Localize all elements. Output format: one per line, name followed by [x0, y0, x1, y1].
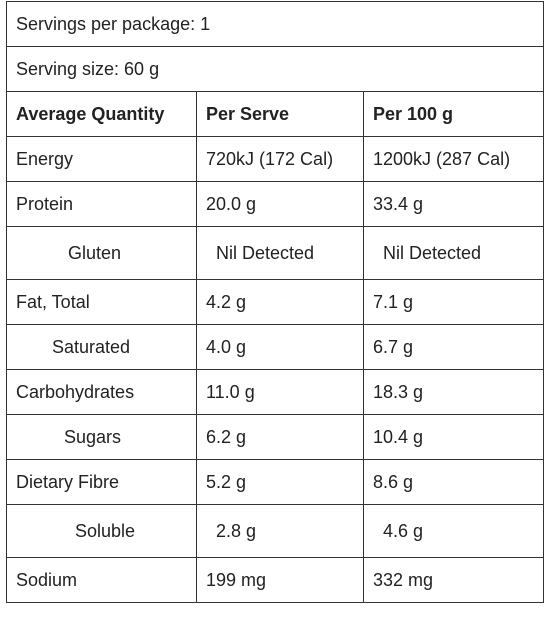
- cell: 10.4 g: [363, 414, 544, 460]
- header-cell: Average Quantity: [6, 91, 197, 137]
- cell: 720kJ (172 Cal): [196, 136, 364, 182]
- cell: 1200kJ (287 Cal): [363, 136, 544, 182]
- cell: 20.0 g: [196, 181, 364, 227]
- row: Fat, Total 4.2 g 7.1 g: [6, 279, 544, 325]
- row: Carbohydrates 11.0 g 18.3 g: [6, 369, 544, 415]
- cell: Servings per package: 1: [6, 1, 544, 47]
- cell: 6.2 g: [196, 414, 364, 460]
- cell: 33.4 g: [363, 181, 544, 227]
- header-cell: Per 100 g: [363, 91, 544, 137]
- cell: Nil Detected: [363, 226, 544, 280]
- header-cell: Per Serve: [196, 91, 364, 137]
- cell: Sugars: [6, 414, 197, 460]
- cell: 4.0 g: [196, 324, 364, 370]
- cell: Gluten: [6, 226, 197, 280]
- cell: Protein: [6, 181, 197, 227]
- cell: 199 mg: [196, 557, 364, 603]
- cell: Saturated: [6, 324, 197, 370]
- header-row: Average Quantity Per Serve Per 100 g: [6, 91, 544, 137]
- cell: 332 mg: [363, 557, 544, 603]
- nutrition-table: Servings per package: 1 Serving size: 60…: [6, 1, 544, 603]
- cell: 7.1 g: [363, 279, 544, 325]
- cell: 6.7 g: [363, 324, 544, 370]
- cell: 11.0 g: [196, 369, 364, 415]
- cell: 5.2 g: [196, 459, 364, 505]
- row: Protein 20.0 g 33.4 g: [6, 181, 544, 227]
- cell: Carbohydrates: [6, 369, 197, 415]
- row: Gluten Nil Detected Nil Detected: [6, 226, 544, 280]
- cell: 2.8 g: [196, 504, 364, 558]
- cell: Serving size: 60 g: [6, 46, 544, 92]
- cell: Nil Detected: [196, 226, 364, 280]
- cell: Fat, Total: [6, 279, 197, 325]
- row: Saturated 4.0 g 6.7 g: [6, 324, 544, 370]
- cell: Sodium: [6, 557, 197, 603]
- row: Serving size: 60 g: [6, 46, 544, 92]
- row: Servings per package: 1: [6, 1, 544, 47]
- cell: 4.6 g: [363, 504, 544, 558]
- row: Sugars 6.2 g 10.4 g: [6, 414, 544, 460]
- cell: Energy: [6, 136, 197, 182]
- cell: Soluble: [6, 504, 197, 558]
- cell: 8.6 g: [363, 459, 544, 505]
- row: Soluble 2.8 g 4.6 g: [6, 504, 544, 558]
- cell: 18.3 g: [363, 369, 544, 415]
- row: Energy 720kJ (172 Cal) 1200kJ (287 Cal): [6, 136, 544, 182]
- row: Dietary Fibre 5.2 g 8.6 g: [6, 459, 544, 505]
- row: Sodium 199 mg 332 mg: [6, 557, 544, 603]
- cell: 4.2 g: [196, 279, 364, 325]
- cell: Dietary Fibre: [6, 459, 197, 505]
